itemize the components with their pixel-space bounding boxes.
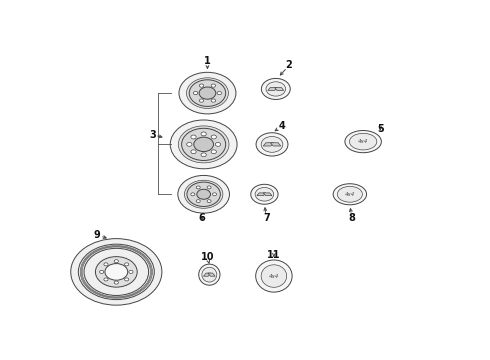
Ellipse shape [345,131,381,153]
Polygon shape [268,87,277,90]
Circle shape [201,153,206,157]
Circle shape [114,260,119,263]
Circle shape [178,126,229,163]
Circle shape [211,150,217,154]
Circle shape [191,193,195,196]
Text: 10: 10 [201,252,214,262]
Circle shape [217,91,221,95]
Polygon shape [263,143,273,146]
Circle shape [178,175,229,213]
Text: 4x4: 4x4 [269,274,279,279]
Circle shape [199,99,204,102]
Polygon shape [208,273,215,276]
Circle shape [197,189,211,199]
Circle shape [184,180,223,208]
Circle shape [256,133,288,156]
Ellipse shape [261,265,287,287]
Circle shape [199,84,204,87]
Ellipse shape [333,184,367,205]
Circle shape [196,200,200,203]
Circle shape [99,270,104,273]
Circle shape [84,248,148,296]
Circle shape [124,263,129,266]
Circle shape [182,128,226,161]
Circle shape [251,184,278,204]
Polygon shape [203,273,211,276]
Text: 6: 6 [198,213,205,223]
Ellipse shape [199,264,220,285]
Circle shape [255,188,274,201]
Text: 8: 8 [348,213,355,223]
Circle shape [187,78,228,108]
Circle shape [170,120,237,169]
Circle shape [211,135,217,139]
Circle shape [215,143,221,146]
Polygon shape [270,143,281,146]
Circle shape [213,193,217,196]
Circle shape [199,87,216,99]
Polygon shape [274,87,284,90]
Circle shape [104,263,108,266]
Text: 3: 3 [149,130,156,140]
Circle shape [105,264,128,280]
Circle shape [211,84,216,87]
Circle shape [187,143,192,146]
Circle shape [191,135,196,139]
Circle shape [261,136,283,152]
Circle shape [196,186,200,189]
Circle shape [207,200,211,203]
Circle shape [104,278,108,281]
Text: 5: 5 [377,124,384,134]
Circle shape [124,278,129,281]
Ellipse shape [337,186,363,202]
Circle shape [191,150,196,154]
Circle shape [211,99,216,102]
Circle shape [201,132,206,136]
Text: 4: 4 [278,121,285,131]
Polygon shape [263,193,272,196]
Text: 1: 1 [204,56,211,66]
Circle shape [207,186,211,189]
Circle shape [114,281,119,284]
Text: 7: 7 [263,213,270,223]
Circle shape [179,72,236,114]
Text: 4x4: 4x4 [345,192,355,197]
Ellipse shape [256,260,292,292]
Circle shape [129,270,133,273]
Circle shape [187,182,220,207]
Circle shape [71,239,162,305]
Ellipse shape [202,267,217,282]
Text: 11: 11 [267,250,281,260]
Circle shape [96,257,137,287]
Circle shape [78,244,154,300]
Circle shape [261,78,290,99]
Text: 4x4: 4x4 [358,139,368,144]
Text: 9: 9 [94,230,101,240]
Polygon shape [257,193,266,196]
Circle shape [194,91,198,95]
Circle shape [194,137,214,152]
Ellipse shape [349,133,377,150]
Circle shape [266,82,286,96]
Circle shape [189,80,226,107]
Text: 2: 2 [286,60,293,70]
